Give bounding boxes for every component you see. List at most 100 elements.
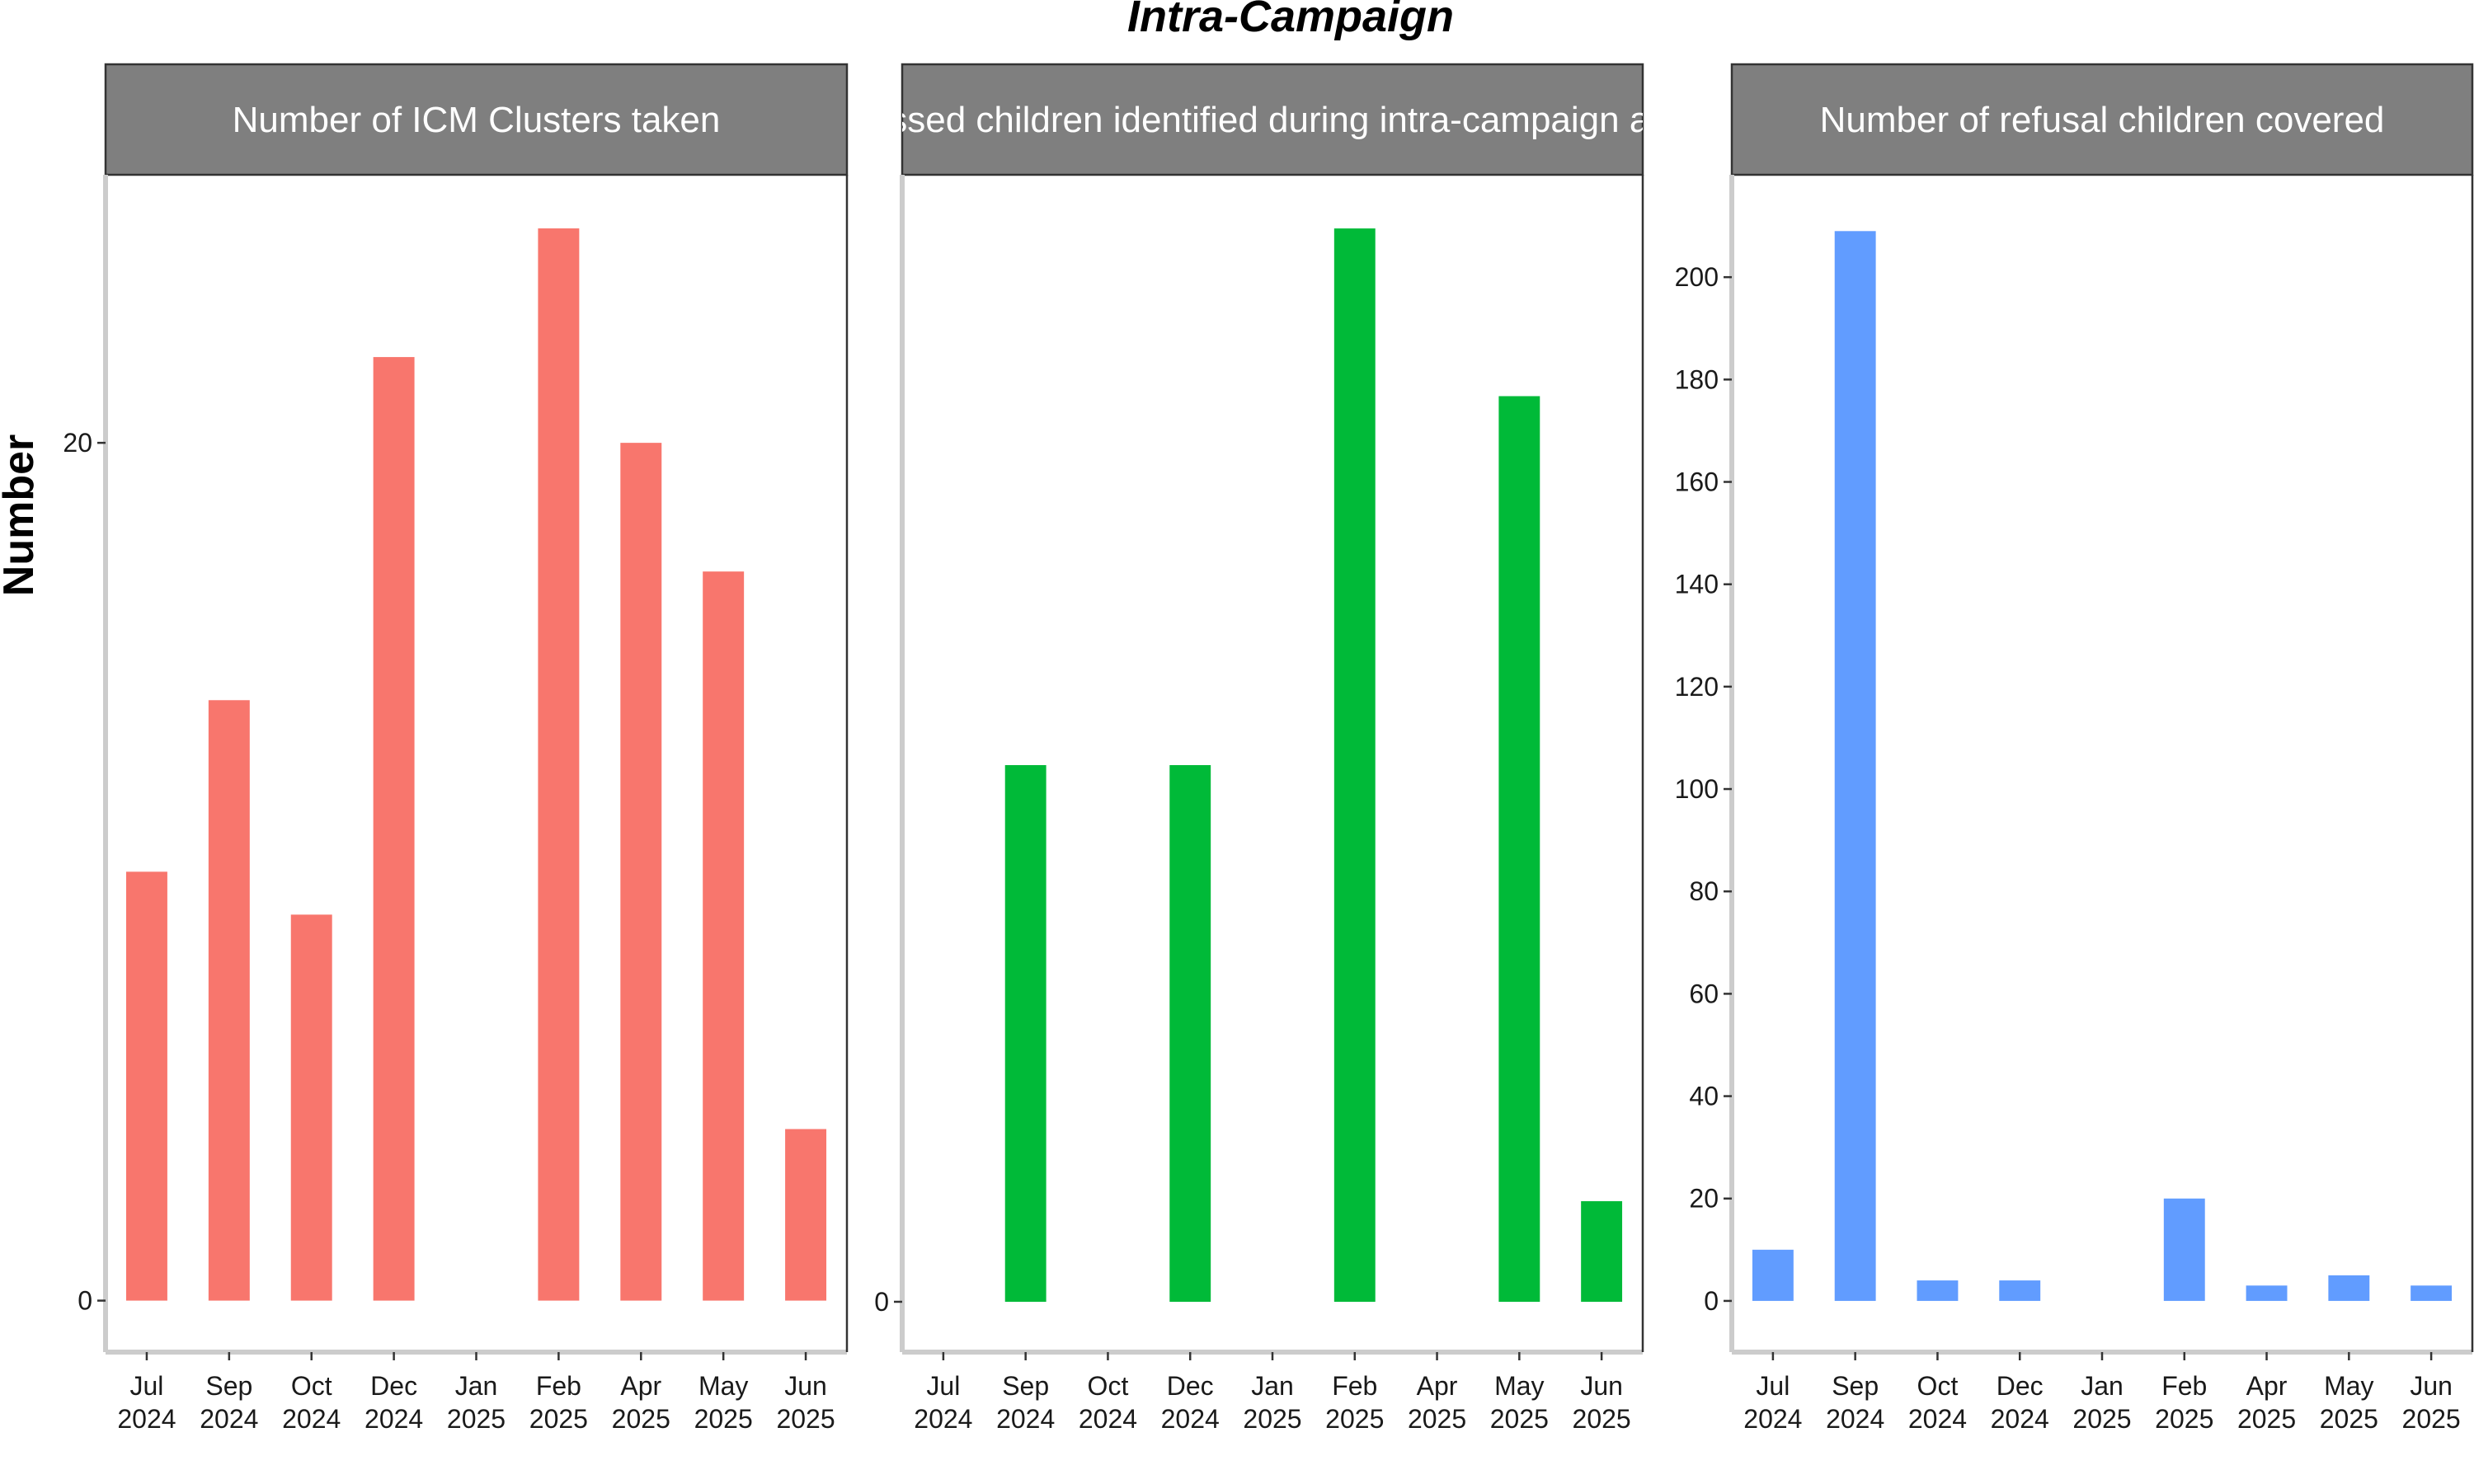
bar xyxy=(1498,396,1540,1302)
panel-title: Number of ICM Clusters taken xyxy=(233,100,721,140)
x-tick-label-line: 2024 xyxy=(282,1404,341,1434)
x-tick-label-line: 2024 xyxy=(365,1404,423,1434)
panel-3: Number of refusal children covered 0 20 40 6… xyxy=(1675,63,2474,1434)
x-tick-label: Sep 2024 xyxy=(1826,1371,1884,1434)
x-tick-label: Jul 2024 xyxy=(1743,1371,1802,1434)
panel-title: Number of missed children identified dur… xyxy=(671,100,1874,140)
x-tick-label: Oct 2024 xyxy=(1908,1371,1967,1434)
bar xyxy=(1834,231,1876,1301)
bar xyxy=(125,871,167,1301)
x-tick-label-line: 2025 xyxy=(776,1404,835,1434)
x-tick-label-line: 2024 xyxy=(200,1404,258,1434)
x-tick-label-line: Sep xyxy=(205,1371,252,1401)
x-tick-label-line: Jan xyxy=(1251,1371,1294,1401)
x-tick-label-line: 2024 xyxy=(1826,1404,1884,1434)
bar xyxy=(290,914,332,1301)
x-tick-label: Dec 2024 xyxy=(1161,1371,1220,1434)
x-tick-label: Dec 2024 xyxy=(365,1371,423,1434)
x-tick-label-line: 2025 xyxy=(1325,1404,1384,1434)
x-tick-label: Jun 2025 xyxy=(2402,1371,2461,1434)
bar xyxy=(538,228,580,1301)
y-tick-label: 40 xyxy=(1689,1082,1719,1111)
x-tick-label-line: Jul xyxy=(129,1371,163,1401)
y-tick-label: 80 xyxy=(1689,876,1719,906)
y-tick-label: 180 xyxy=(1675,364,1719,394)
x-tick-label-line: 2025 xyxy=(694,1404,753,1434)
x-tick-label: Jan 2025 xyxy=(2072,1371,2131,1434)
x-tick-label-line: 2024 xyxy=(914,1404,972,1434)
x-tick-label-line: Oct xyxy=(1088,1371,1129,1401)
y-tick-label: 0 xyxy=(1704,1286,1719,1316)
x-tick-label: Apr 2025 xyxy=(1408,1371,1466,1434)
x-tick-label-line: Oct xyxy=(1917,1371,1959,1401)
x-tick-label: Sep 2024 xyxy=(996,1371,1055,1434)
x-tick-label-line: 2024 xyxy=(117,1404,176,1434)
y-tick-label: 0 xyxy=(874,1287,889,1317)
bar xyxy=(1581,1200,1623,1302)
x-tick-label-line: Jul xyxy=(1756,1371,1790,1401)
x-tick-label: Jul 2024 xyxy=(914,1371,972,1434)
y-tick-label: 120 xyxy=(1675,672,1719,702)
bar xyxy=(2411,1285,2453,1301)
x-tick-label-line: Dec xyxy=(1997,1371,2044,1401)
x-tick-label: Feb 2025 xyxy=(529,1371,588,1434)
x-tick-label-line: 2024 xyxy=(1743,1404,1802,1434)
x-tick-label-line: Feb xyxy=(2161,1371,2207,1401)
x-tick-label: Jun 2025 xyxy=(776,1371,835,1434)
bar xyxy=(1169,765,1211,1302)
x-tick-label-line: Jan xyxy=(455,1371,498,1401)
x-tick-label: Feb 2025 xyxy=(1325,1371,1384,1434)
x-tick-label-line: May xyxy=(2324,1371,2373,1401)
x-tick-label-line: 2025 xyxy=(447,1404,506,1434)
x-tick-label: Sep 2024 xyxy=(200,1371,258,1434)
x-tick-label-line: 2024 xyxy=(996,1404,1055,1434)
bar xyxy=(2246,1285,2288,1301)
y-tick-label: 20 xyxy=(63,428,92,458)
x-tick-label-line: 2025 xyxy=(1573,1404,1631,1434)
panel-strip xyxy=(1730,63,2474,176)
x-tick-label: Jan 2025 xyxy=(447,1371,506,1434)
x-tick-label-line: 2025 xyxy=(2155,1404,2213,1434)
y-tick-label: 140 xyxy=(1675,570,1719,599)
y-tick-label: 100 xyxy=(1675,774,1719,804)
x-tick-label: Feb 2025 xyxy=(2155,1371,2213,1434)
bar xyxy=(785,1129,827,1301)
x-tick-label-line: 2025 xyxy=(1408,1404,1466,1434)
y-axis-label: Number xyxy=(0,434,43,596)
x-tick-label-line: Apr xyxy=(620,1371,661,1401)
y-tick-label: 0 xyxy=(78,1286,92,1316)
x-tick-label: Apr 2025 xyxy=(2237,1371,2296,1434)
y-tick-label: 60 xyxy=(1689,979,1719,1008)
x-tick-label: Apr 2025 xyxy=(612,1371,670,1434)
bar xyxy=(373,357,415,1301)
x-tick-label-line: 2024 xyxy=(1079,1404,1137,1434)
y-tick-label: 160 xyxy=(1675,467,1719,497)
x-tick-label: Jan 2025 xyxy=(1243,1371,1301,1434)
x-tick-label-line: Dec xyxy=(370,1371,417,1401)
x-tick-label-line: Jun xyxy=(1580,1371,1623,1401)
bar xyxy=(2163,1198,2205,1301)
x-tick-label-line: Jun xyxy=(2410,1371,2453,1401)
x-tick-label: May 2025 xyxy=(1490,1371,1549,1434)
bar xyxy=(2328,1275,2370,1301)
bar xyxy=(1999,1280,2041,1301)
x-tick-label-line: 2025 xyxy=(529,1404,588,1434)
x-tick-label-line: 2025 xyxy=(2237,1404,2296,1434)
x-tick-label-line: 2025 xyxy=(1243,1404,1301,1434)
bar xyxy=(703,571,745,1301)
x-tick-label: Jul 2024 xyxy=(117,1371,176,1434)
x-tick-label: Oct 2024 xyxy=(282,1371,341,1434)
x-tick-label-line: Sep xyxy=(1002,1371,1049,1401)
x-tick-label-line: Feb xyxy=(1332,1371,1377,1401)
bar xyxy=(1752,1249,1794,1301)
x-tick-label-line: 2025 xyxy=(2072,1404,2131,1434)
bar xyxy=(1004,765,1047,1302)
x-tick-label: May 2025 xyxy=(694,1371,753,1434)
bar xyxy=(208,700,250,1301)
x-tick-label: May 2025 xyxy=(2320,1371,2378,1434)
x-tick-label-line: Sep xyxy=(1832,1371,1879,1401)
panel-title: Number of refusal children covered xyxy=(1820,100,2385,140)
x-tick-label-line: May xyxy=(1494,1371,1544,1401)
